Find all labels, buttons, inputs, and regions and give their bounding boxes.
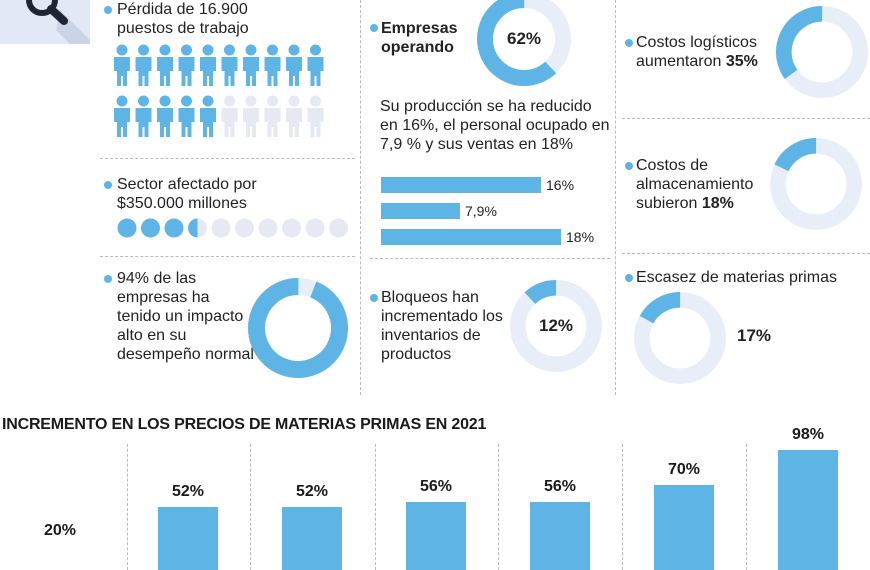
- storage-label: Costos de almacenamiento subieron: [636, 157, 754, 212]
- price-bar-label: 20%: [43, 521, 77, 539]
- price-bar: [158, 506, 218, 570]
- price-bar-label: 52%: [171, 482, 205, 500]
- price-bar-label: 56%: [419, 477, 453, 495]
- person-icon: [135, 95, 152, 137]
- storage-value: 18%: [701, 195, 734, 212]
- price-bar-label: 70%: [667, 460, 701, 478]
- person-icon: [221, 95, 238, 137]
- person-icon: [243, 44, 259, 86]
- price-bar: [530, 501, 590, 570]
- person-icon: [264, 44, 281, 86]
- price-bar: [30, 546, 90, 570]
- person-icon: [200, 95, 216, 137]
- person-icon: [307, 44, 324, 86]
- price-bar: [406, 501, 466, 570]
- person-icon: [307, 95, 324, 137]
- logistics-donut: [776, 6, 868, 98]
- person-icon: [135, 44, 152, 86]
- production-bar-1: [381, 203, 460, 219]
- shortage-text: Escasez de materias primas: [636, 269, 837, 286]
- chart-title: INCREMENTO EN LOS PRECIOS DE MATERIAS PR…: [2, 416, 487, 433]
- blockades-text: Bloqueos han incrementado los inventario…: [381, 289, 503, 363]
- impact-text: 94% de las empresas ha tenido un impacto…: [117, 270, 254, 363]
- operating-value: 62%: [506, 29, 542, 48]
- production-bar-0: [381, 177, 541, 193]
- operating-donut: [477, 0, 571, 86]
- magnifier-icon-tile: [0, 0, 90, 44]
- person-icon: [157, 95, 173, 137]
- coin-dot: [282, 218, 301, 238]
- sector-text: Sector afectado por $350.000 millones: [117, 176, 257, 212]
- coin-dot: [141, 218, 160, 238]
- price-bar: [654, 484, 714, 570]
- storage-text: Costos de almacenamiento subieron 18%: [636, 156, 776, 213]
- people-icon-grid: [114, 44, 324, 137]
- coin-dot: [117, 218, 137, 238]
- person-icon: [200, 44, 216, 86]
- person-icon: [286, 95, 302, 137]
- person-icon: [221, 44, 238, 86]
- shortage-donut-arc: [634, 292, 726, 384]
- price-bar: [778, 450, 838, 570]
- coin-dot: [235, 218, 254, 238]
- person-icon: [178, 95, 195, 137]
- operating-label: Empresas operando: [381, 20, 458, 56]
- blockades-donut: [510, 280, 602, 372]
- production-bar-0-label: 16%: [546, 177, 575, 193]
- price-bar: [282, 506, 342, 570]
- storage-donut: [770, 138, 862, 230]
- price-bar-label: 52%: [295, 482, 329, 500]
- logistics-text: Costos logísticos aumentaron 35%: [636, 33, 776, 71]
- jobs-text: Pérdida de 16.900 puestos de trabajo: [117, 1, 249, 37]
- coin-dot: [258, 218, 278, 238]
- coin-dot: [305, 218, 325, 238]
- price-bar-label: 56%: [543, 477, 577, 495]
- operating-donut-arc: [477, 0, 571, 86]
- production-bar-2: [381, 229, 561, 245]
- shortage-donut: [634, 292, 726, 384]
- magnifier-icon: [26, 0, 90, 44]
- person-icon: [243, 95, 259, 137]
- person-icon: [264, 95, 281, 137]
- person-icon: [114, 44, 130, 86]
- coin-dots: [117, 218, 348, 238]
- logistics-value: 35%: [725, 53, 758, 70]
- person-icon: [157, 44, 173, 86]
- production-text: Su producción se ha reducido en 16%, el …: [380, 98, 610, 153]
- shortage-value: 17%: [736, 326, 772, 345]
- coin-dot: [188, 218, 207, 238]
- coin-dot: [211, 218, 231, 238]
- impact-donut: [248, 278, 348, 378]
- blockades-donut-arc: [510, 280, 602, 372]
- production-bar-1-label: 7,9%: [465, 203, 497, 219]
- person-icon: [114, 95, 130, 137]
- person-icon: [178, 44, 195, 86]
- logistics-label: Costos logísticos aumentaron: [636, 34, 757, 70]
- coin-dot: [164, 218, 184, 238]
- person-icon: [286, 44, 302, 86]
- coin-dot: [329, 218, 348, 238]
- blockades-value: 12%: [538, 316, 574, 335]
- impact-donut-arc: [248, 278, 348, 378]
- production-bar-2-label: 18%: [566, 229, 595, 245]
- price-bar-label: 98%: [791, 426, 825, 444]
